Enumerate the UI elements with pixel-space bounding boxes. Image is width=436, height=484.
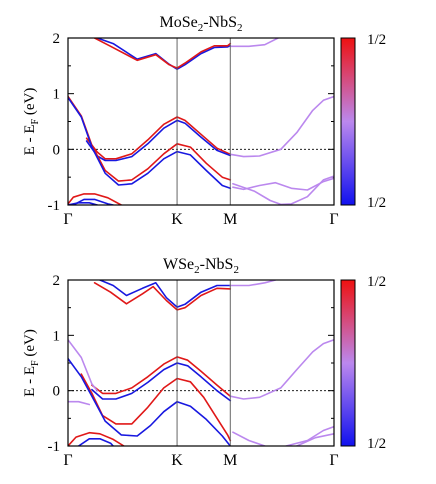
k-point-label: K [171, 452, 183, 469]
colorbar [340, 279, 356, 447]
k-point-label: Γ [329, 211, 338, 228]
band-lines [68, 280, 334, 446]
y-axis-label: E - EF (eV) [22, 329, 41, 397]
y-tick-label: 0 [53, 142, 61, 158]
band-red-1 [93, 38, 232, 69]
y-tick-label: 2 [53, 273, 61, 289]
k-point-label: M [223, 452, 237, 469]
band-purple-13 [285, 425, 334, 446]
band-purple-10 [229, 339, 334, 400]
band-purple-9 [229, 38, 279, 48]
colorbar-bottom-label: 1/2 [367, 195, 386, 211]
band-blue-5 [68, 96, 232, 190]
chart-title: WSe2-NbS2 [163, 256, 239, 276]
y-tick-label: 2 [53, 31, 61, 47]
k-point-label: Γ [63, 452, 72, 469]
band-blue-0 [96, 38, 232, 70]
y-axis-label: E - EF (eV) [22, 88, 41, 156]
k-point-label: M [223, 211, 237, 228]
band-purple-9 [68, 339, 99, 392]
y-tick-label: 1 [53, 328, 61, 344]
band-blue-3 [85, 119, 232, 162]
k-point-label: K [171, 211, 183, 228]
y-tick-label: -1 [48, 439, 61, 455]
band-purple-8 [229, 280, 277, 287]
band-red-2 [85, 116, 232, 160]
colorbar-top-label: 1/2 [367, 274, 386, 290]
band-purple-10 [229, 95, 334, 158]
band-lines [68, 38, 334, 205]
colorbar [340, 37, 356, 206]
band-blue-7 [77, 438, 114, 446]
k-point-label: Γ [63, 211, 72, 228]
band-purple-14 [296, 433, 334, 446]
y-tick-label: -1 [48, 198, 61, 214]
chart-title: MoSe2-NbS2 [159, 14, 242, 34]
band-blue-8 [68, 202, 99, 205]
band-blue-1 [99, 280, 232, 308]
band-purple-11 [68, 400, 91, 406]
k-point-label: Γ [329, 452, 338, 469]
colorbar-bottom-label: 1/2 [367, 436, 386, 452]
band-red-6 [68, 431, 125, 446]
band-blue-7 [72, 198, 114, 205]
band-red-0 [93, 282, 232, 311]
band-blue-5 [68, 357, 232, 446]
plot-frame [67, 279, 335, 447]
band-red-2 [91, 356, 232, 397]
band-purple-12 [232, 175, 334, 205]
band-red-4 [80, 373, 232, 442]
plot-frame [67, 37, 335, 206]
band-purple-12 [232, 431, 266, 446]
y-tick-label: 1 [53, 87, 61, 103]
colorbar-top-label: 1/2 [367, 32, 386, 48]
y-tick-label: 0 [53, 384, 61, 400]
band-red-6 [68, 193, 122, 205]
band-blue-3 [91, 362, 232, 402]
